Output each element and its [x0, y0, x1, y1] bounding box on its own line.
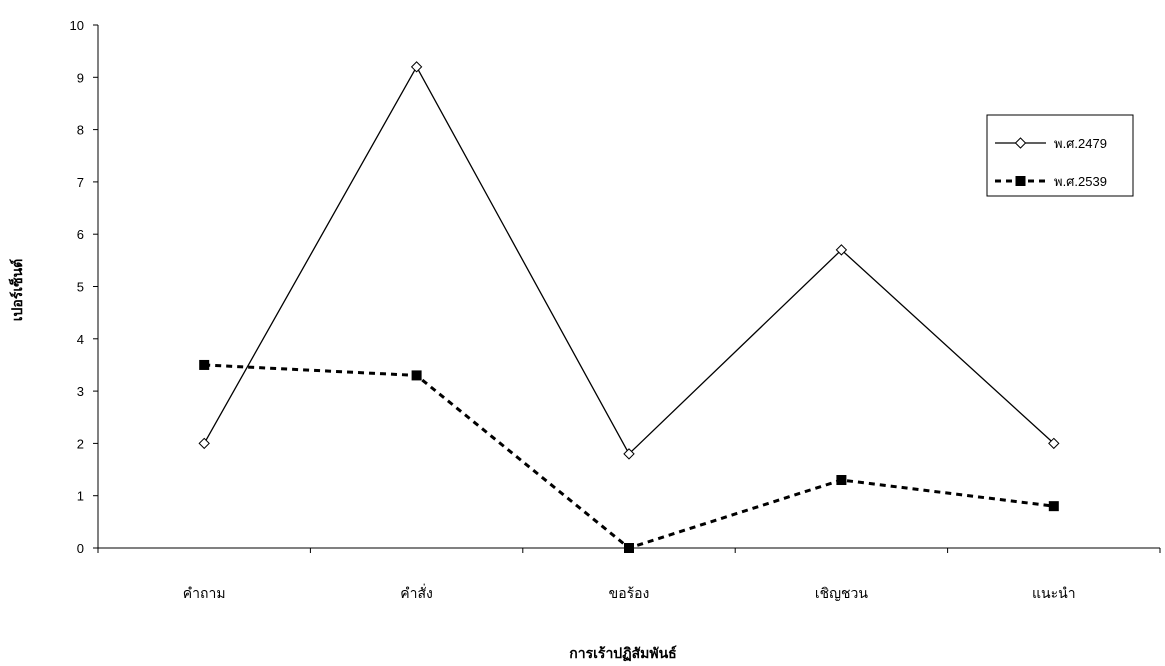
y-tick-label: 1: [77, 489, 84, 504]
series-1-point: [198, 437, 210, 450]
y-tick-label: 3: [77, 384, 84, 399]
y-tick-label: 2: [77, 436, 84, 451]
series-2-point: [624, 543, 634, 553]
x-category-label: คำถาม: [183, 585, 226, 601]
y-tick-label: 8: [77, 123, 84, 138]
axes: 0 1 2 3 4 5 6 7 8 9 10 คำถาม คำสั่ง ขอร้อง เชิญชวน แนะน…: [70, 18, 1161, 601]
series-layer: [198, 61, 1060, 553]
y-tick-label: 7: [77, 175, 84, 190]
y-tick-label: 6: [77, 227, 84, 242]
y-tick-label: 5: [77, 280, 84, 295]
legend-label-2: พ.ศ.2539: [1054, 174, 1107, 189]
series-line-1: [203, 65, 1055, 455]
y-tick-label: 0: [77, 541, 84, 556]
series-1-point: [623, 448, 635, 460]
series-1-point: [410, 61, 423, 73]
series-2-point: [836, 475, 847, 486]
legend-marker-1: [1014, 137, 1027, 149]
legend-label-1: พ.ศ.2479: [1054, 136, 1107, 151]
series-1-point: [835, 244, 848, 256]
x-category-label: คำสั่ง: [400, 584, 433, 601]
x-axis-title: การเร้าปฏิสัมพันธ์: [569, 645, 676, 662]
series-2-point: [411, 370, 422, 381]
x-category-label: ขอร้อง: [609, 585, 650, 601]
y-tick-label: 4: [77, 332, 84, 347]
legend: พ.ศ.2479 พ.ศ.2539: [986, 114, 1134, 197]
y-tick-label: 10: [70, 18, 84, 33]
series-2-point: [199, 359, 210, 370]
x-category-label: แนะนำ: [1032, 585, 1076, 601]
legend-marker-2: [1015, 176, 1026, 186]
x-category-label: เชิญชวน: [815, 585, 869, 601]
y-axis-title: เปอร์เซ็นต์: [8, 259, 25, 322]
series-1-point: [1048, 437, 1060, 450]
series-2-point: [1048, 501, 1059, 512]
y-tick-label: 9: [77, 70, 84, 85]
